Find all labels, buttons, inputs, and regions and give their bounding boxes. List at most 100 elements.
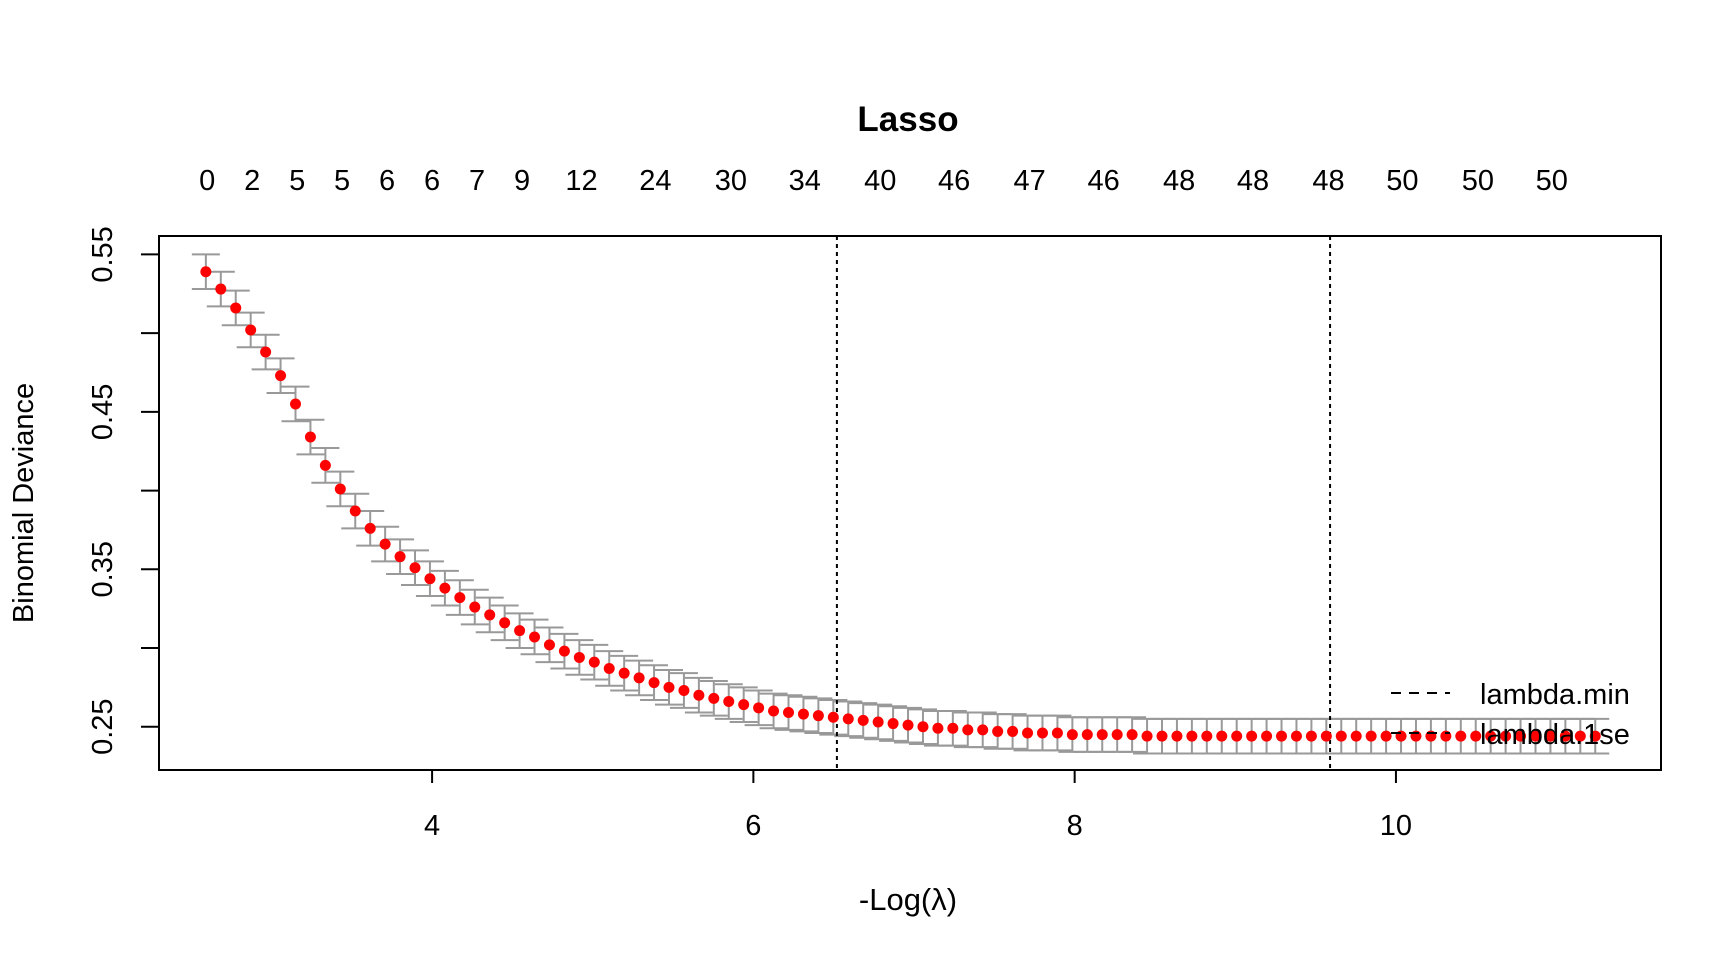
data-point xyxy=(678,684,690,696)
data-point xyxy=(1231,730,1243,742)
data-point xyxy=(289,398,301,410)
top-axis-label: 24 xyxy=(639,165,671,197)
data-point xyxy=(1544,730,1556,742)
y-tick-label: 0.45 xyxy=(87,384,119,440)
data-point xyxy=(887,718,899,730)
data-point xyxy=(977,724,989,736)
data-point xyxy=(783,707,795,719)
data-point xyxy=(484,609,496,621)
data-point xyxy=(618,667,630,679)
data-point xyxy=(947,722,959,734)
data-point xyxy=(633,672,645,684)
data-point xyxy=(1515,730,1527,742)
data-point xyxy=(1246,730,1258,742)
data-point xyxy=(1290,730,1302,742)
top-axis-label: 2 xyxy=(244,165,260,197)
data-point xyxy=(1320,730,1332,742)
data-point xyxy=(1066,729,1078,741)
data-point xyxy=(768,705,780,717)
data-point xyxy=(319,459,331,471)
data-point xyxy=(663,681,675,693)
data-point xyxy=(738,699,750,711)
data-point xyxy=(1201,730,1213,742)
data-point xyxy=(1559,730,1571,742)
top-axis-label: 12 xyxy=(565,165,597,197)
data-point xyxy=(1036,727,1048,739)
plot-frame xyxy=(158,235,1662,771)
top-axis-label: 34 xyxy=(789,165,821,197)
data-point xyxy=(1485,730,1497,742)
data-point xyxy=(245,324,257,336)
top-axis-label: 7 xyxy=(469,165,485,197)
data-point xyxy=(917,721,929,733)
data-point xyxy=(1276,730,1288,742)
data-point xyxy=(1470,730,1482,742)
data-point xyxy=(1156,730,1168,742)
data-point xyxy=(1126,729,1138,741)
data-point xyxy=(349,505,361,517)
data-point xyxy=(812,710,824,722)
data-point xyxy=(603,662,615,674)
data-point xyxy=(1335,730,1347,742)
x-tick-label: 4 xyxy=(424,810,440,842)
vertical-lines xyxy=(835,236,1332,770)
data-point xyxy=(215,283,227,295)
y-tick-label: 0.25 xyxy=(87,698,119,754)
data-point xyxy=(260,346,272,358)
data-point xyxy=(708,692,720,704)
data-point xyxy=(394,551,406,563)
data-point xyxy=(753,702,765,714)
data-point xyxy=(1261,730,1273,742)
top-axis-label: 30 xyxy=(715,165,747,197)
top-axis-label: 46 xyxy=(1087,165,1119,197)
y-axis: 0.25 0.35 0.45 0.55 xyxy=(87,226,159,755)
top-axis-label: 6 xyxy=(424,165,440,197)
data-point xyxy=(469,601,481,613)
data-point xyxy=(1096,729,1108,741)
chart-title: Lasso xyxy=(857,100,958,139)
data-point xyxy=(857,714,869,726)
data-point xyxy=(1380,730,1392,742)
data-point xyxy=(1081,729,1093,741)
data-point xyxy=(409,562,421,574)
top-axis-label: 0 xyxy=(199,165,215,197)
data-point xyxy=(379,538,391,550)
y-axis-label: Binomial Deviance xyxy=(8,383,40,623)
top-axis-label: 47 xyxy=(1014,165,1046,197)
data-point xyxy=(1007,725,1019,737)
data-point xyxy=(573,651,585,663)
data-point xyxy=(230,302,242,314)
data-point xyxy=(723,696,735,708)
x-tick-label: 6 xyxy=(745,810,761,842)
data-point xyxy=(1365,730,1377,742)
data-point xyxy=(275,370,287,382)
x-tick-label: 8 xyxy=(1067,810,1083,842)
y-tick-label: 0.35 xyxy=(87,541,119,597)
data-point xyxy=(558,645,570,657)
data-point xyxy=(499,617,511,629)
data-point xyxy=(588,656,600,668)
data-point xyxy=(962,724,974,736)
data-point xyxy=(872,716,884,728)
data-point xyxy=(1216,730,1228,742)
data-point xyxy=(648,677,660,689)
legend-label-lambda-min: lambda.min xyxy=(1480,679,1630,711)
data-point xyxy=(992,725,1004,737)
data-point xyxy=(1574,730,1586,742)
data-point xyxy=(454,592,466,604)
top-axis-labels: 0 2 5 5 6 6 7 9 12 24 30 34 40 46 47 46 48 48 48 50 50 50 xyxy=(199,165,1568,197)
data-point xyxy=(364,522,376,534)
data-point xyxy=(902,719,914,731)
top-axis-label: 50 xyxy=(1536,165,1568,197)
data-point xyxy=(1111,729,1123,741)
data-point xyxy=(1186,730,1198,742)
x-axis: 4 6 8 10 xyxy=(424,770,1412,842)
legend-label-lambda-1se: lambda.1se xyxy=(1480,719,1630,751)
legend: lambda.min lambda.1se xyxy=(1391,679,1630,751)
data-point xyxy=(932,722,944,734)
data-point xyxy=(1350,730,1362,742)
data-point xyxy=(1529,730,1541,742)
top-axis-label: 5 xyxy=(334,165,350,197)
